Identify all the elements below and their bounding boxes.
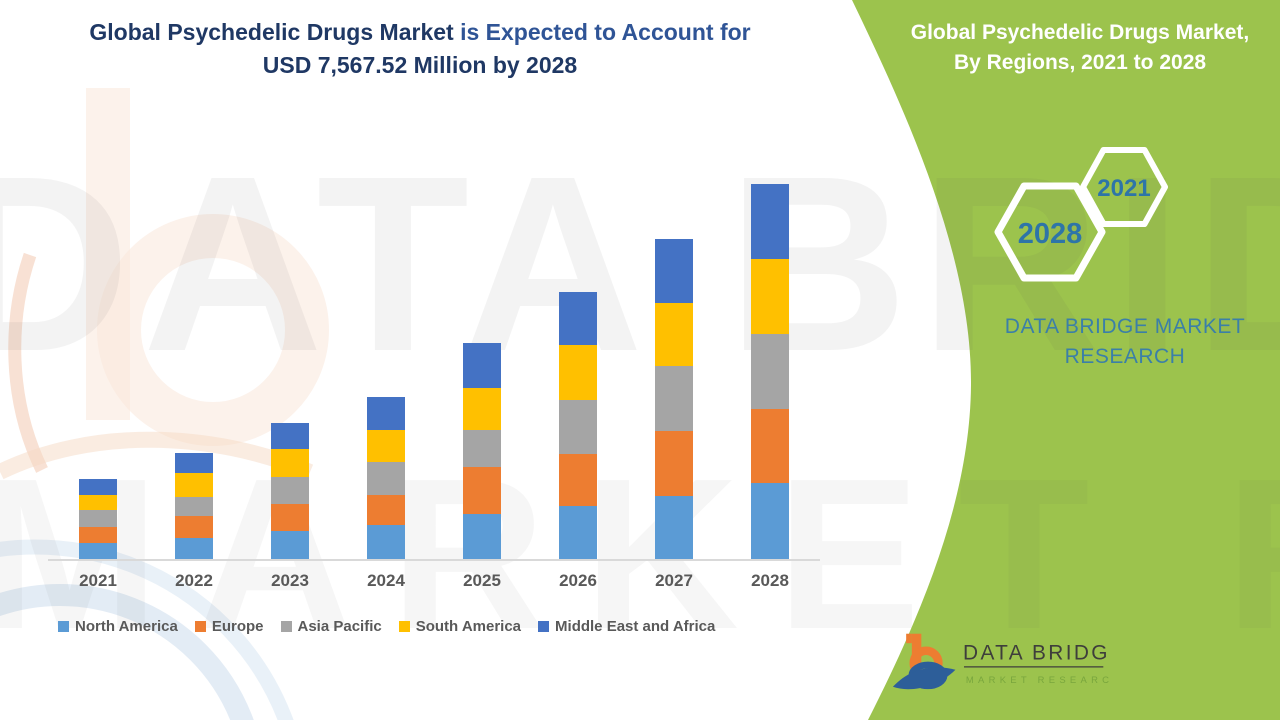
x-axis-label-2027: 2027 [655, 571, 693, 590]
bar-segment-2025-south-america [463, 388, 501, 430]
hexagon-2028-label: 2028 [1018, 218, 1083, 250]
side-panel-title-line1: Global Psychedelic Drugs Market, [910, 21, 1250, 44]
title-market-name: Global Psychedelic Drugs Market [89, 19, 454, 45]
bar-segment-2023-north-america [271, 531, 309, 559]
bar-segment-2024-middle-east-and-africa [367, 397, 405, 430]
x-axis-label-2028: 2028 [751, 571, 789, 590]
legend-item-south-america: South America [398, 618, 522, 635]
page-title: Global Psychedelic Drugs Market is Expec… [0, 16, 840, 82]
x-axis-label-2021: 2021 [79, 571, 117, 590]
chart-legend: North America Europe Asia Pacific South Ame… [58, 618, 715, 635]
logo-b-icon [892, 633, 956, 690]
bar-segment-2023-south-america [271, 449, 309, 477]
bar-segment-2022-asia-pacific [175, 497, 213, 516]
bar-segment-2023-middle-east-and-africa [271, 423, 309, 449]
bar-2023 [271, 423, 309, 559]
hexagon-2021-label: 2021 [1097, 175, 1150, 202]
company-logo: DATA BRIDGE MARKET RESEARCH [892, 633, 1109, 690]
bar-2024 [367, 397, 405, 559]
legend-marker-icon [58, 621, 69, 632]
side-panel-title-line2: By Regions, 2021 to 2028 [953, 51, 1207, 74]
bar-segment-2028-south-america [751, 259, 789, 334]
bar-segment-2026-south-america [559, 345, 597, 400]
x-axis-label-2026: 2026 [559, 571, 597, 590]
side-panel-title: Global Psychedelic Drugs Market, By Regi… [885, 18, 1275, 78]
x-axis-label-2023: 2023 [271, 571, 309, 590]
brand-wordmark: DATA BRIDGE MARKET RESEARCH [965, 312, 1280, 372]
bar-segment-2022-middle-east-and-africa [175, 453, 213, 473]
bar-segment-2028-asia-pacific [751, 334, 789, 409]
x-axis-labels: 2021 2022 2023 2024 2025 2026 2027 2028 [0, 571, 840, 595]
bar-segment-2028-north-america [751, 483, 789, 559]
bar-2021 [79, 479, 117, 559]
x-axis-label-2024: 2024 [367, 571, 405, 590]
bar-segment-2025-middle-east-and-africa [463, 343, 501, 388]
page-title-line1: Global Psychedelic Drugs Market is Expec… [0, 16, 840, 49]
legend-marker-icon [538, 621, 550, 632]
bar-segment-2025-asia-pacific [463, 430, 501, 467]
legend-item-middle-east-and-africa: Middle East and Africa [538, 618, 715, 635]
bar-segment-2026-north-america [559, 506, 597, 559]
bar-segment-2022-north-america [175, 538, 213, 559]
bar-segment-2028-europe [751, 409, 789, 483]
bar-segment-2026-europe [559, 454, 597, 506]
x-axis-label-2025: 2025 [463, 571, 501, 590]
bar-segment-2024-asia-pacific [367, 462, 405, 495]
bar-segment-2026-asia-pacific [559, 400, 597, 454]
logo-name: DATA BRIDGE [963, 641, 1109, 664]
bar-2025 [463, 343, 501, 559]
legend-item-asia-pacific: Asia Pacific [280, 618, 382, 635]
year-hexagons: 2021 2028 [994, 147, 1168, 282]
legend-marker-icon [280, 621, 292, 632]
brand-wordmark-line2: RESEARCH [1064, 345, 1186, 368]
bar-segment-2021-europe [79, 527, 117, 543]
bar-segment-2021-north-america [79, 543, 117, 559]
legend-item-north-america: North America [58, 618, 178, 635]
bar-segment-2021-south-america [79, 495, 117, 510]
x-axis-line [48, 559, 820, 561]
legend-label: Middle East and Africa [555, 618, 716, 635]
legend-label: Europe [211, 618, 264, 635]
legend-marker-icon [398, 621, 410, 632]
bar-2026 [559, 292, 597, 559]
bar-segment-2021-asia-pacific [79, 510, 117, 527]
bar-segment-2021-middle-east-and-africa [79, 479, 117, 495]
bar-segment-2023-europe [271, 504, 309, 531]
legend-marker-icon [194, 621, 206, 632]
bar-segment-2023-asia-pacific [271, 477, 309, 504]
bar-2027 [655, 239, 693, 559]
title-expectation-text: is Expected to Account for [453, 19, 751, 45]
legend-label: South America [415, 618, 522, 635]
bar-segment-2027-europe [655, 431, 693, 496]
bar-segment-2022-south-america [175, 473, 213, 497]
bar-2028 [751, 183, 789, 559]
legend-label: Asia Pacific [297, 618, 382, 635]
bar-segment-2027-asia-pacific [655, 366, 693, 431]
x-axis-label-2022: 2022 [175, 571, 213, 590]
logo-subtitle: MARKET RESEARCH [966, 675, 1109, 686]
bar-segment-2025-north-america [463, 514, 501, 559]
legend-label: North America [75, 618, 178, 635]
bar-segment-2027-middle-east-and-africa [655, 239, 693, 303]
brand-wordmark-line1: DATA BRIDGE MARKET [1004, 315, 1246, 338]
bar-segment-2027-south-america [655, 303, 693, 366]
bar-segment-2022-europe [175, 516, 213, 538]
legend-item-europe: Europe [194, 618, 264, 635]
bar-segment-2026-middle-east-and-africa [559, 292, 597, 345]
bar-segment-2027-north-america [655, 496, 693, 559]
bar-segment-2024-north-america [367, 525, 405, 559]
bar-segment-2025-europe [463, 467, 501, 514]
bar-segment-2024-europe [367, 495, 405, 525]
bar-2022 [175, 453, 213, 559]
bar-segment-2028-middle-east-and-africa [751, 183, 789, 259]
page-title-line2: USD 7,567.52 Million by 2028 [262, 52, 578, 78]
bar-segment-2024-south-america [367, 430, 405, 462]
